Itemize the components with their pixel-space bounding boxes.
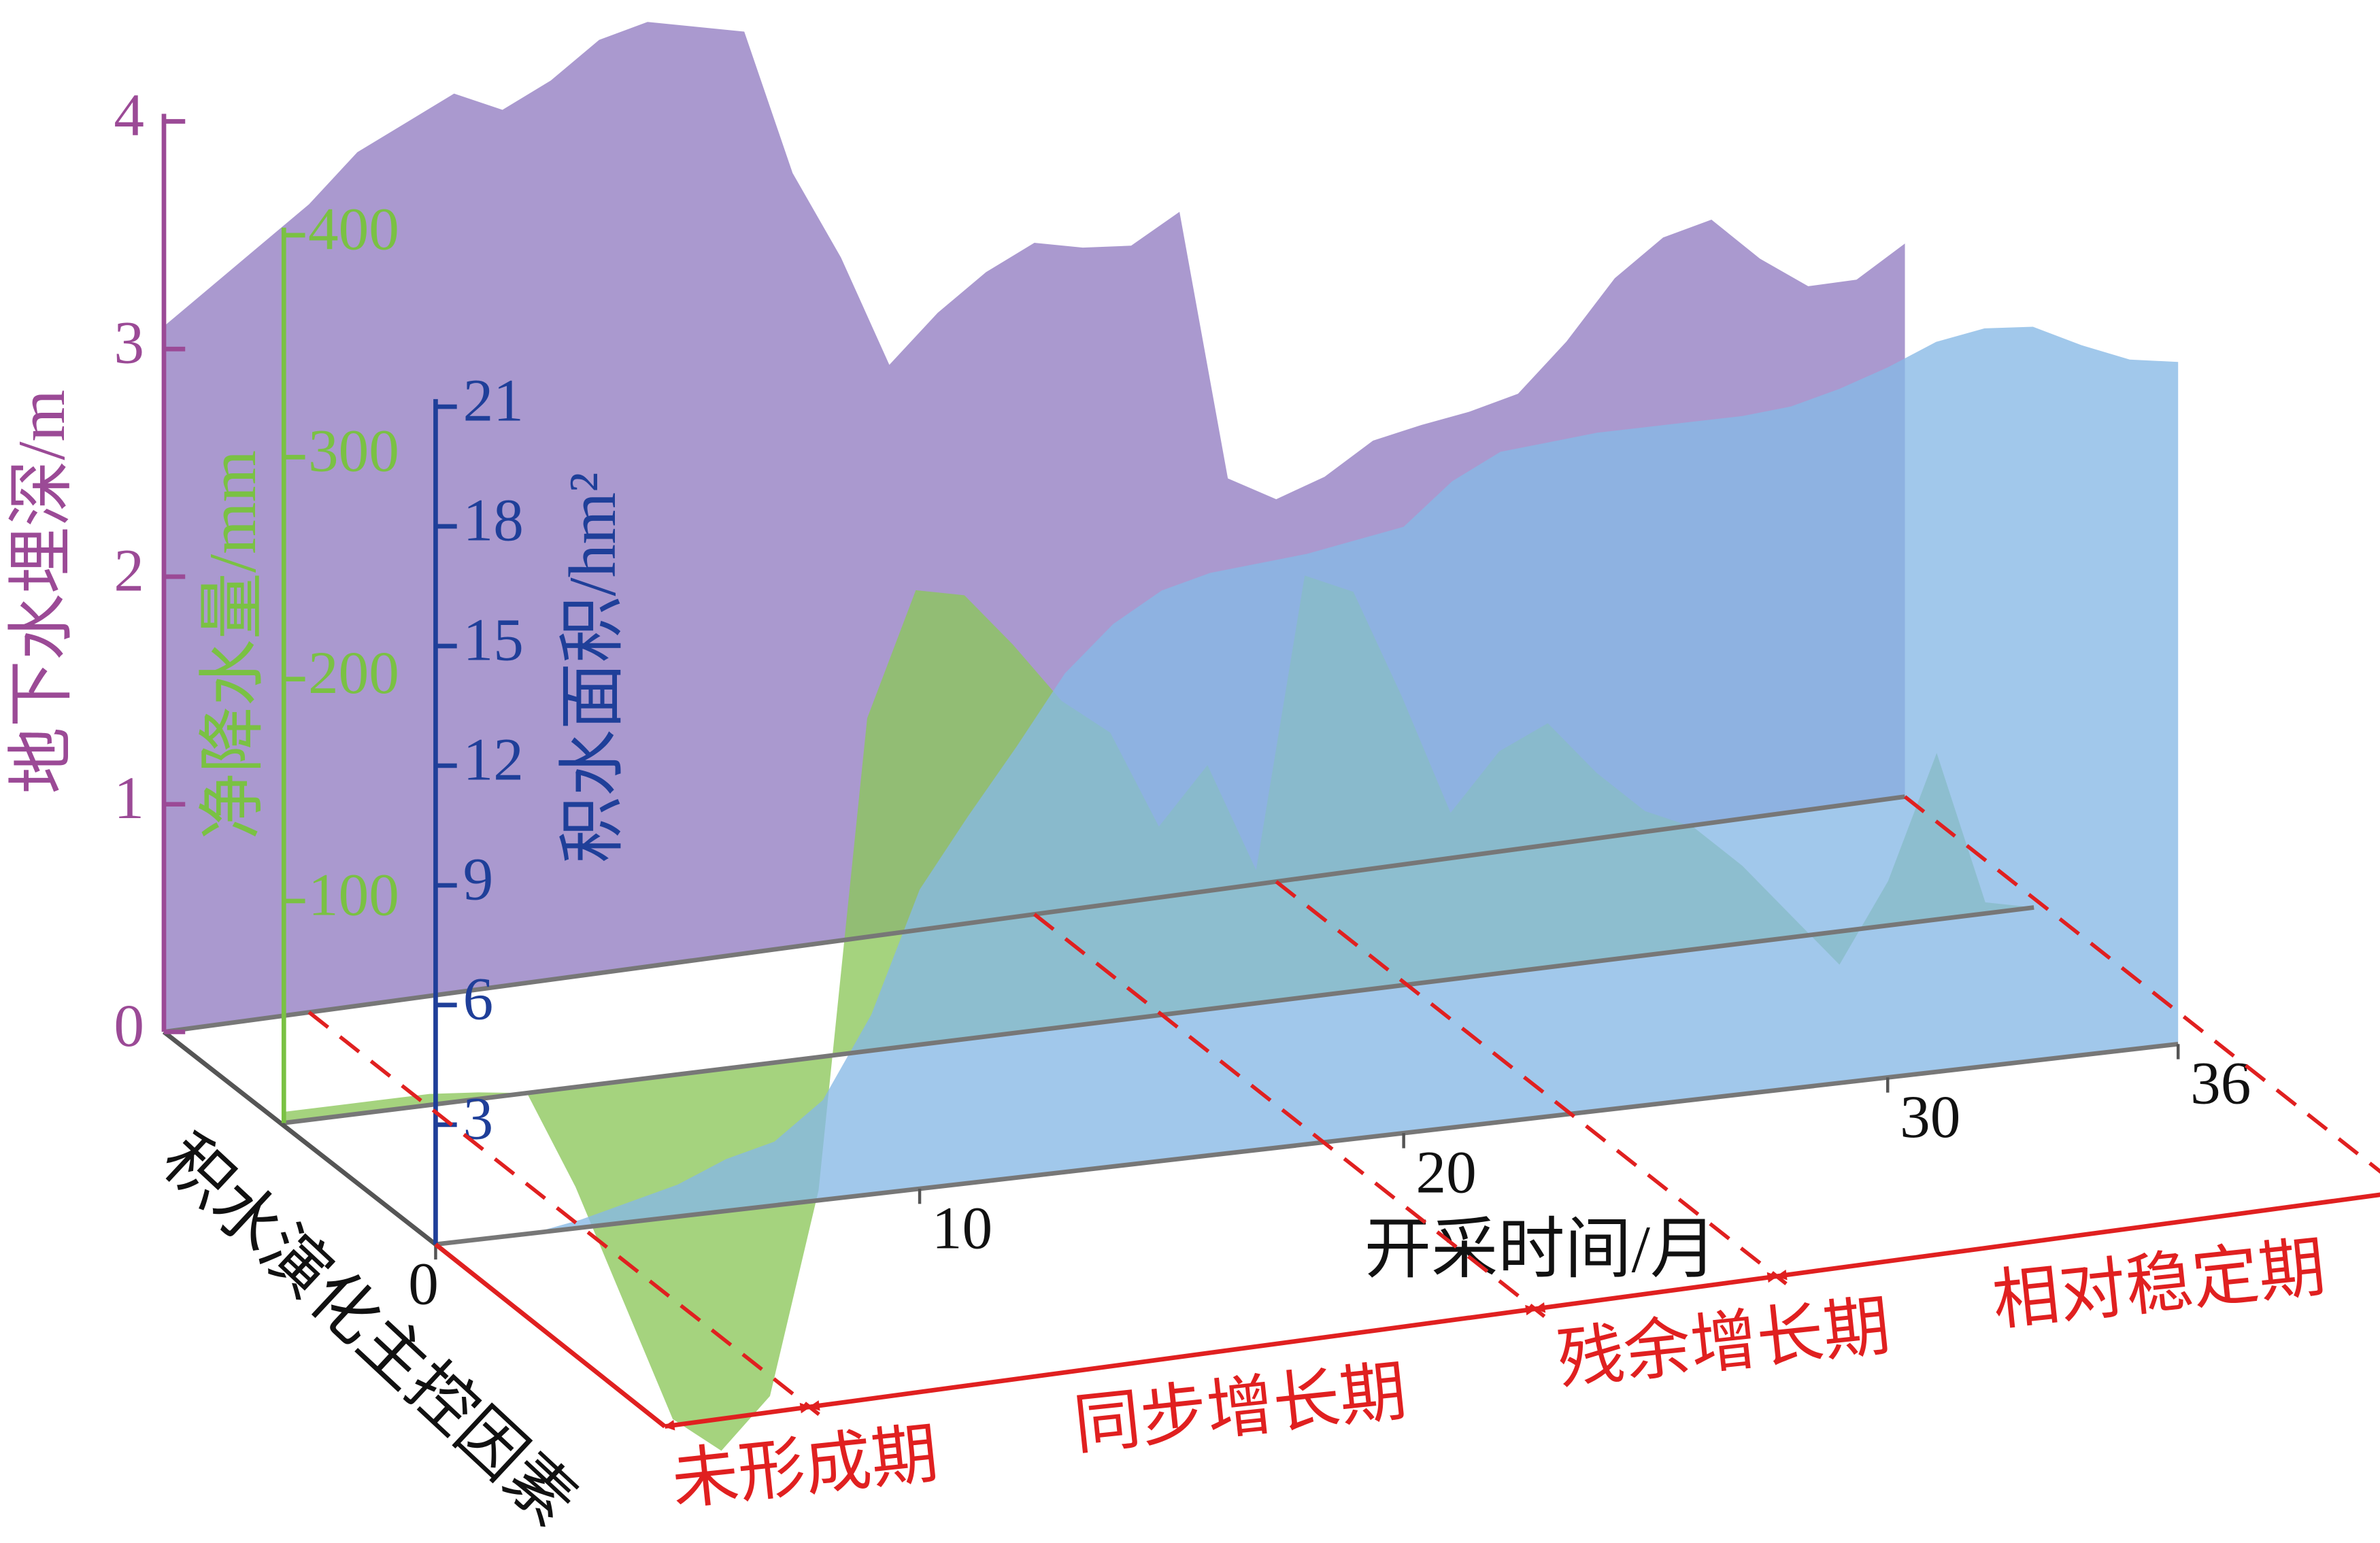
- y-tick-label: 4: [114, 82, 144, 149]
- area-series: [435, 326, 2179, 1244]
- y-axis-label: 地下水埋深/m: [5, 390, 79, 794]
- y-tick-label: 18: [463, 487, 524, 554]
- y-tick-label: 100: [308, 861, 399, 928]
- phase-boundary: [1033, 913, 1546, 1319]
- y-tick-label: 400: [308, 195, 399, 262]
- x-tick-label: 20: [1416, 1139, 1477, 1206]
- x-axis-label: 开采时间/月: [1364, 1213, 1717, 1287]
- y-tick-label: 9: [463, 845, 494, 913]
- baseline: [283, 905, 2034, 1125]
- y-tick-label: 6: [463, 965, 494, 1032]
- phase-boundary: [307, 1011, 820, 1417]
- y-tick-label: 21: [463, 367, 524, 435]
- x-tick-label: 30: [1900, 1083, 1960, 1151]
- y-tick-label: 2: [114, 537, 144, 604]
- y-tick-label: 200: [308, 639, 399, 707]
- x-tick-label: 0: [408, 1250, 439, 1317]
- depth-axis: [162, 1030, 437, 1247]
- z-axis-label: 积水演化主控因素: [148, 1121, 589, 1540]
- y-tick-label: 15: [463, 606, 524, 673]
- y-tick-label: 1: [114, 764, 144, 832]
- y-tick-label: 12: [463, 726, 524, 793]
- phase-boundary: [1903, 795, 2380, 1174]
- phase-label: 同步增长期: [1071, 1355, 1410, 1463]
- phase-arrow: [809, 1304, 1537, 1411]
- phase-arrow: [1534, 1272, 1779, 1313]
- x-tick-label: 36: [2190, 1050, 2251, 1117]
- phase-label: 残余增长期: [1554, 1290, 1894, 1398]
- phase-boundary: [1275, 880, 1788, 1285]
- y-axis-label: 净降水量/mm: [197, 450, 270, 840]
- phase-arrow: [663, 1402, 811, 1431]
- phase-guide: [434, 1242, 667, 1429]
- y-tick-label: 0: [114, 992, 144, 1059]
- phase-label: 相对稳定期: [1989, 1231, 2328, 1339]
- x-tick-label: 10: [932, 1194, 992, 1261]
- y-tick-label: 3: [114, 309, 144, 377]
- phase-arrow: [1776, 1187, 2380, 1281]
- y-tick-label: 300: [308, 418, 399, 485]
- y-tick-label: 3: [463, 1085, 494, 1152]
- y-axis-label: 积水面积/hm²: [556, 472, 630, 863]
